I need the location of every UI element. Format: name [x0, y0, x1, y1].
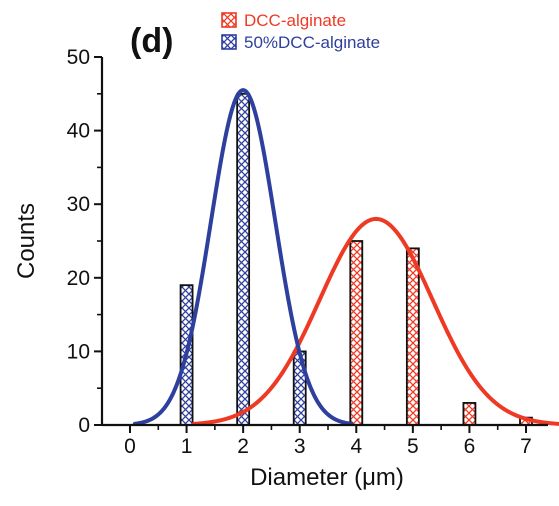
fit-curves-layer: [132, 88, 559, 426]
tick-labels: 0 1 2 3 4 5 6 7 0 10 20 30 40 50: [67, 46, 532, 458]
bar-dcc-alginate: [349, 240, 364, 426]
x-axis-title: Diameter (μm): [250, 464, 404, 491]
x-tick-label: 7: [520, 435, 532, 458]
legend-label: DCC-alginate: [244, 11, 346, 30]
fit-curve-dcc-alginate: [191, 216, 559, 426]
x-tick-label: 3: [294, 435, 306, 458]
x-tick-label: 6: [464, 435, 476, 458]
y-tick-label: 0: [78, 414, 90, 437]
legend-swatch: [221, 34, 237, 50]
bars-layer: [179, 92, 533, 426]
legend-label: 50%DCC-alginate: [244, 33, 380, 52]
legend-swatch: [221, 12, 237, 28]
bar-50pct-dcc-alginate: [236, 92, 251, 426]
y-axis-title: Counts: [13, 203, 40, 279]
bar-dcc-alginate: [462, 402, 477, 426]
y-tick-label: 40: [67, 120, 90, 143]
y-tick-label: 30: [67, 193, 90, 216]
y-tick-label: 10: [67, 340, 90, 363]
x-tick-label: 5: [407, 435, 419, 458]
legend: DCC-alginate 50%DCC-alginate: [221, 11, 380, 52]
x-tick-label: 2: [237, 435, 249, 458]
y-tick-label: 20: [67, 267, 90, 290]
fit-curve-50pct-dcc-alginate: [132, 88, 354, 426]
panel-label: (d): [130, 22, 173, 60]
x-tick-label: 0: [124, 435, 136, 458]
x-tick-label: 4: [350, 435, 362, 458]
y-tick-label: 50: [67, 46, 90, 69]
bar-dcc-alginate: [405, 247, 420, 426]
axes: [94, 56, 548, 433]
x-tick-label: 1: [181, 435, 193, 458]
